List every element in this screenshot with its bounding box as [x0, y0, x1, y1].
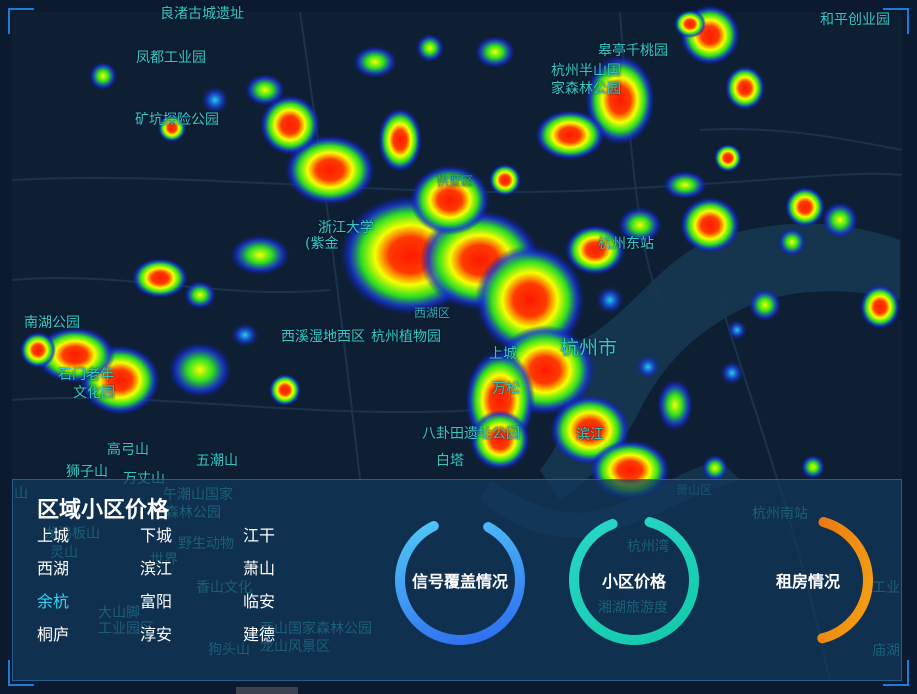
district-item[interactable]: 桐庐 — [37, 625, 70, 644]
map-place-label: 杭州东站 — [598, 236, 654, 252]
map-place-label: 滨江 — [576, 427, 604, 443]
community-price-label: 小区价格 — [601, 572, 666, 591]
district-item[interactable]: 淳安 — [140, 625, 173, 644]
map-place-label: 矿坑探险公园 — [135, 112, 219, 128]
rental-gauge[interactable]: 租房情况 — [738, 510, 878, 650]
district-item[interactable]: 上城 — [37, 526, 70, 545]
map-place-label: 上城 — [489, 346, 517, 362]
signal-coverage-gauge[interactable]: 信号覆盖情况 — [390, 510, 530, 650]
frame-corner-top-right — [883, 8, 909, 34]
district-list: 上城 下城 江干西湖 滨江 萧山余杭 富阳 临安桐庐 淳安 建德 — [37, 526, 357, 644]
map-place-label: 南湖公园 — [24, 315, 80, 331]
map-place-label: 凤都工业园 — [136, 50, 206, 66]
panel-title: 区域小区价格 — [37, 498, 170, 523]
map-place-label: 万松 — [492, 381, 520, 397]
map-place-label: 八卦田遗址公园 — [422, 426, 520, 442]
community-price-gauge[interactable]: 小区价格 — [564, 510, 704, 650]
map-place-label: 杭州市 — [560, 337, 618, 359]
frame-corner-bottom-left — [8, 660, 34, 686]
district-item[interactable]: 余杭 — [37, 592, 70, 611]
map-place-label: (紫金 — [305, 236, 339, 252]
map-place-label: 皋亭千桃园 — [598, 43, 668, 59]
map-place-label: 杭州植物园 — [371, 329, 441, 345]
map-place-label: 拱墅区 — [437, 174, 474, 188]
map-place-label: 浙江大学 — [318, 220, 374, 236]
map-place-label: 西溪湿地西区 — [281, 329, 365, 345]
district-item[interactable]: 下城 — [140, 526, 173, 545]
frame-corner-bottom-right — [883, 660, 909, 686]
map-place-label: 文化园 — [73, 385, 115, 401]
map-place-label: 石门老年 — [58, 367, 114, 383]
district-item[interactable]: 建德 — [243, 625, 276, 644]
district-item[interactable]: 江干 — [243, 526, 276, 545]
map-place-label: 五潮山 — [196, 453, 238, 469]
map-place-label: 高弓山 — [107, 442, 149, 458]
district-item[interactable]: 临安 — [243, 592, 276, 611]
map-place-label: 良渚古城遗址 — [160, 6, 244, 22]
map-place-label: 白塔 — [436, 453, 464, 469]
signal-coverage-label: 信号覆盖情况 — [411, 572, 508, 591]
district-item[interactable]: 富阳 — [140, 592, 173, 611]
district-item[interactable]: 萧山 — [243, 559, 276, 578]
map-place-label: 家森林公园 — [551, 81, 621, 97]
horizontal-scrollbar[interactable] — [236, 687, 298, 694]
map-place-label: 西湖区 — [414, 306, 451, 320]
frame-corner-top-left — [8, 8, 34, 34]
district-item[interactable]: 西湖 — [37, 559, 70, 578]
map-place-label: 杭州半山国 — [551, 63, 621, 79]
rental-label: 租房情况 — [775, 572, 840, 591]
district-price-panel: 区域小区价格 上城 下城 江干西湖 滨江 萧山余杭 富阳 临安桐庐 淳安 建德 信号覆盖情况 — [12, 479, 902, 681]
map-place-label: 和平创业园 — [820, 12, 890, 28]
district-item[interactable]: 滨江 — [140, 559, 173, 578]
map-place-label: 狮子山 — [66, 464, 108, 480]
